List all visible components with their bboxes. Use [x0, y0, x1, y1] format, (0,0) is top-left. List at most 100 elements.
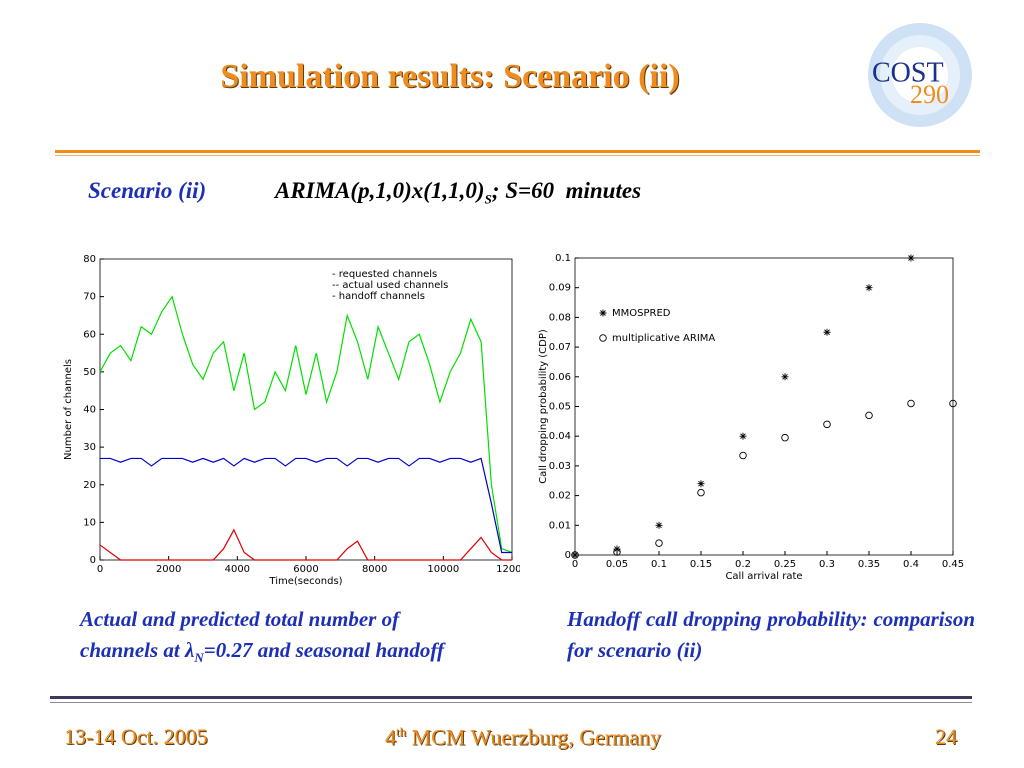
x-tick-label: 0.05 — [606, 559, 628, 570]
marker — [655, 521, 663, 529]
caption-line: channels at λN=0.27 and seasonal handoff — [80, 635, 550, 673]
marker — [655, 539, 663, 547]
plot-area — [574, 257, 954, 556]
marker — [823, 420, 831, 429]
subtitle-model: ARIMA(p,1,0)x(1,1,0)S; S=60 minutes — [275, 178, 641, 208]
legend-marker — [599, 309, 607, 317]
y-tick-label: 0.08 — [549, 312, 571, 323]
footer-date: 13-14 Oct. 2005 — [64, 724, 208, 749]
marker — [697, 488, 705, 497]
rule — [50, 702, 972, 703]
marker — [865, 284, 873, 292]
footer-page: 24 — [935, 724, 957, 749]
y-tick-label: 70 — [83, 292, 96, 303]
y-tick-label: 40 — [83, 405, 96, 416]
x-tick-label: 0.25 — [774, 559, 796, 570]
legend-label: -- actual used channels — [332, 280, 448, 291]
legend-label: - handoff channels — [332, 291, 425, 302]
rule — [55, 150, 980, 153]
marker — [865, 411, 873, 420]
legend-label: - requested channels — [332, 269, 437, 280]
x-tick-label: 6000 — [293, 564, 318, 575]
x-axis-label: Time(seconds) — [268, 576, 342, 587]
y-tick-label: 0.09 — [549, 283, 571, 294]
y-tick-label: 0.06 — [549, 372, 571, 383]
logo: COST 290 — [868, 23, 972, 127]
x-tick-label: 0 — [572, 559, 578, 570]
x-tick-label: 0 — [97, 564, 103, 575]
x-tick-label: 0.4 — [903, 559, 919, 570]
caption-line: Actual and predicted total number of — [80, 607, 400, 631]
logo-word: COST — [872, 57, 944, 88]
series-line — [99, 528, 512, 561]
y-tick-label: 0.04 — [549, 431, 571, 442]
model-sub: S — [484, 191, 492, 207]
x-tick-label: 0.3 — [819, 559, 835, 570]
y-tick-label: 10 — [83, 517, 96, 528]
y-tick-label: 0 — [565, 550, 571, 561]
subtitle-label: Scenario (ii) — [88, 178, 207, 203]
marker — [781, 433, 789, 442]
x-tick-label: 0.45 — [942, 559, 964, 570]
x-tick-label: 4000 — [225, 564, 250, 575]
y-axis-label: Call dropping probability (CDP) — [538, 329, 549, 484]
marker — [739, 432, 747, 440]
model-rest: ; S=60 minutes — [491, 178, 642, 203]
logo-number: 290 — [910, 80, 949, 109]
event-num: 4 — [385, 724, 396, 750]
footer-event: 4th MCM Wuerzburg, Germany — [385, 724, 661, 750]
x-tick-label: 10000 — [427, 564, 459, 575]
y-tick-label: 30 — [83, 442, 96, 453]
y-tick-label: 20 — [83, 480, 96, 491]
marker — [907, 399, 915, 408]
marker — [949, 399, 957, 408]
y-tick-label: 0.01 — [549, 520, 571, 531]
y-tick-label: 80 — [83, 254, 96, 265]
y-axis-label: Number of channels — [63, 359, 74, 460]
series-line — [99, 295, 513, 554]
model: ARIMA(p,1,0)x(1,1,0) — [275, 178, 485, 203]
marker — [907, 254, 915, 262]
caption-left: Actual and predicted total number of cha… — [80, 604, 550, 673]
legend-label: multiplicative ARIMA — [612, 333, 715, 344]
y-tick-label: 0.07 — [549, 342, 571, 353]
rule — [50, 696, 972, 699]
chart: 0 0.05 0.1 0.15 0.2 0.25 0.3 0.35 0.4 0.45 0 0.01 0.… — [538, 253, 964, 582]
marker — [571, 551, 579, 559]
legend-marker — [599, 334, 607, 342]
legend-label: MMOSPRED — [612, 308, 671, 319]
event-name: MCM Wuerzburg, Germany — [411, 724, 662, 750]
marker — [571, 551, 579, 559]
caption-part: channels at λ — [80, 638, 195, 662]
x-tick-label: 0.15 — [690, 559, 712, 570]
y-tick-label: 50 — [83, 367, 96, 378]
marker — [823, 328, 831, 336]
slide-title: Simulation results: Scenario (ii) — [220, 58, 680, 95]
y-tick-label: 60 — [83, 329, 96, 340]
y-tick-label: 0.02 — [549, 491, 571, 502]
x-axis-label: Call arrival rate — [725, 571, 802, 582]
rule — [55, 155, 980, 156]
x-tick-label: 8000 — [362, 564, 387, 575]
x-tick-label: 0.1 — [651, 559, 667, 570]
event-sup: th — [396, 724, 407, 739]
plot-area — [99, 258, 513, 561]
x-tick-label: 0.35 — [858, 559, 880, 570]
x-tick-label: 0.2 — [735, 559, 751, 570]
caption-sub: N — [194, 650, 204, 666]
x-tick-label: 2000 — [156, 564, 181, 575]
marker — [613, 548, 621, 556]
marker — [697, 480, 705, 488]
y-tick-label: 0.1 — [555, 253, 571, 264]
marker — [739, 451, 747, 460]
marker — [781, 373, 789, 381]
series-line — [100, 457, 512, 554]
caption-right: Handoff call dropping probability: compa… — [567, 607, 975, 662]
y-tick-label: 0 — [90, 555, 96, 566]
y-tick-label: 0.03 — [549, 461, 571, 472]
caption-part: =0.27 and seasonal handoff — [203, 638, 445, 662]
y-tick-label: 0.05 — [549, 402, 571, 413]
